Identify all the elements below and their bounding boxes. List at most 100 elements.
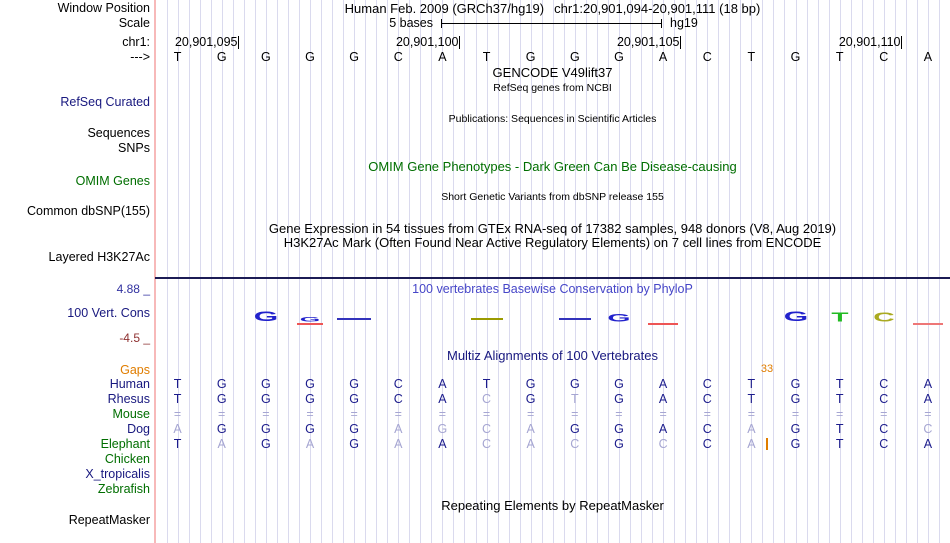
alignment-base: A (658, 392, 668, 406)
alignment-base: = (615, 407, 623, 421)
sequence-base: C (879, 50, 889, 64)
track-label-vert-cons[interactable]: 100 Vert. Cons (67, 305, 150, 320)
assembly-title: Human Feb. 2009 (GRCh37/hg19) (344, 1, 545, 16)
track-title-omim[interactable]: OMIM Gene Phenotypes - Dark Green Can Be… (368, 159, 737, 174)
species-label-x-tropicalis[interactable]: X_tropicalis (85, 466, 150, 481)
alignment-base: A (923, 392, 933, 406)
alignment-base: G (569, 377, 580, 391)
conservation-logo-bar (337, 318, 372, 320)
alignment-base: C (658, 437, 668, 451)
alignment-base: T (173, 437, 182, 451)
alignment-base: T (835, 377, 844, 391)
track-label-sequences[interactable]: Sequences (87, 125, 150, 140)
sequence-base: C (702, 50, 712, 64)
alignment-base: C (702, 392, 712, 406)
alignment-base: = (218, 407, 226, 421)
alignment-base: G (437, 422, 448, 436)
ruler-tick-mark (459, 36, 460, 49)
alignment-base: T (173, 377, 182, 391)
alignment-base: G (216, 392, 227, 406)
alignment-base: = (791, 407, 800, 421)
species-label-zebrafish[interactable]: Zebrafish (97, 481, 150, 496)
species-label-mouse[interactable]: Mouse (112, 406, 150, 421)
alignment-base: = (880, 407, 888, 421)
alignment-base: = (262, 407, 270, 421)
ruler-tick-mark (901, 36, 902, 49)
chrom-label: chr1: (122, 34, 150, 49)
track-label-common-dbsnp[interactable]: Common dbSNP(155) (27, 203, 150, 218)
alignment-base: G (349, 437, 359, 451)
strand-arrow-label[interactable]: ---> (130, 49, 150, 64)
species-label-chicken[interactable]: Chicken (104, 451, 150, 466)
track-label-layered-h3k27ac[interactable]: Layered H3K27Ac (48, 249, 150, 264)
conservation-logo-bar (558, 318, 591, 320)
alignment-base: G (349, 422, 359, 436)
insertion-tick (766, 438, 768, 450)
alignment-base: = (438, 407, 447, 421)
track-window-left-border (153, 0, 156, 543)
track-title-h3k27ac[interactable]: H3K27Ac Mark (Often Found Near Active Re… (283, 235, 822, 250)
alignment-base: T (482, 377, 491, 391)
alignment-base: G (525, 377, 536, 391)
ruler-tick-label: 20,901,100 (395, 35, 459, 49)
track-title-gencode[interactable]: GENCODE V49lift37 (492, 65, 613, 80)
ruler-tick-label: 20,901,105 (616, 35, 680, 49)
conservation-logo-bar (296, 322, 323, 325)
window-position-label: Window Position (57, 0, 150, 15)
svg-text:G: G (607, 313, 630, 322)
alignment-base: C (393, 377, 403, 391)
alignment-base: G (216, 377, 227, 391)
alignment-base: C (702, 437, 712, 451)
track-label-snps[interactable]: SNPs (118, 140, 150, 155)
conservation-axis-min: -4.5 _ (119, 330, 150, 345)
track-label-omim-genes[interactable]: OMIM Genes (75, 173, 150, 188)
alignment-base: C (482, 422, 492, 436)
alignment-base: A (747, 437, 756, 451)
species-label-human[interactable]: Human (109, 376, 150, 391)
ruler-tick-mark (238, 36, 239, 49)
alignment-base: A (526, 437, 535, 451)
alignment-base: A (438, 437, 447, 451)
track-label-refseq-curated[interactable]: RefSeq Curated (60, 94, 150, 109)
alignment-base: G (790, 377, 801, 391)
conservation-logo-letter: G (783, 311, 808, 322)
track-label-repeatmasker[interactable]: RepeatMasker (68, 512, 150, 527)
species-label-rhesus[interactable]: Rhesus (107, 391, 150, 406)
species-label-elephant[interactable]: Elephant (100, 436, 150, 451)
alignment-base: = (527, 407, 535, 421)
alignment-base: C (923, 422, 933, 436)
track-title-gtex[interactable]: Gene Expression in 54 tissues from GTEx … (268, 221, 837, 236)
alignment-base: G (260, 377, 271, 391)
alignment-base: G (614, 392, 624, 406)
alignment-base: A (923, 377, 933, 391)
conservation-logo-bar (470, 318, 503, 320)
alignment-base: T (173, 392, 182, 406)
window-position-title: Human Feb. 2009 (GRCh37/hg19) chr1:20,901… (155, 1, 950, 16)
species-label-dog[interactable]: Dog (127, 421, 150, 436)
track-title-multiz[interactable]: Multiz Alignments of 100 Vertebrates (446, 348, 658, 363)
conservation-logo-letter: G (254, 311, 279, 322)
track-title-dbsnp[interactable]: Short Genetic Variants from dbSNP releas… (441, 190, 664, 203)
track-title-phylop[interactable]: 100 vertebrates Basewise Conservation by… (412, 282, 693, 296)
scale-value: 5 bases (389, 16, 433, 30)
track-title-publications[interactable]: Publications: Sequences in Scientific Ar… (448, 112, 657, 125)
alignment-base: C (879, 392, 889, 406)
track-title-repeatmasker[interactable]: Repeating Elements by RepeatMasker (441, 498, 664, 513)
alignment-base: = (924, 407, 932, 421)
sequence-base: T (747, 50, 756, 64)
scale-assembly-tag: hg19 (670, 16, 698, 30)
alignment-base: A (923, 437, 933, 451)
alignment-base: G (349, 392, 359, 406)
alignment-base: A (658, 422, 668, 436)
alignment-base: T (835, 422, 844, 436)
alignment-row-label-gaps[interactable]: Gaps (120, 362, 150, 377)
alignment-base: G (614, 437, 624, 451)
alignment-base: G (790, 422, 801, 436)
sequence-base: C (393, 50, 403, 64)
track-title-refseq[interactable]: RefSeq genes from NCBI (493, 82, 612, 94)
alignment-base: = (747, 407, 756, 421)
alignment-base: G (260, 422, 271, 436)
alignment-base: G (614, 377, 624, 391)
alignment-base: A (438, 392, 447, 406)
ruler-tick-label: 20,901,110 (838, 35, 901, 49)
